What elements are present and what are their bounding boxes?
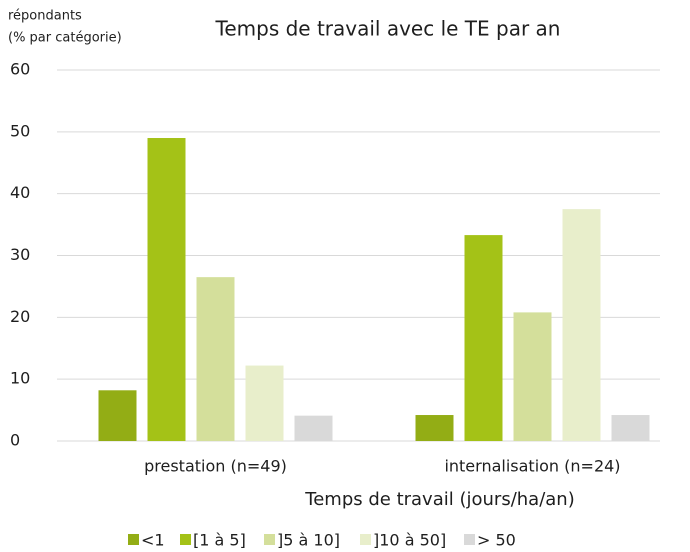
bar	[196, 277, 235, 441]
bar	[562, 209, 601, 441]
legend-swatch	[264, 534, 275, 545]
legend-swatch	[360, 534, 371, 545]
x-tick-label: internalisation (n=24)	[444, 457, 620, 476]
y-axis-label: répondants	[8, 9, 82, 24]
y-tick-label: 50	[10, 121, 30, 140]
bar	[147, 138, 186, 441]
y-tick-label: 30	[10, 245, 30, 264]
bar	[98, 390, 137, 441]
bar	[464, 235, 503, 441]
legend-swatch	[464, 534, 475, 545]
x-axis-label: Temps de travail (jours/ha/an)	[304, 489, 574, 510]
legend-label: > 50	[477, 531, 516, 550]
legend-label: ]5 à 10]	[277, 531, 340, 550]
legend-swatch	[180, 534, 191, 545]
bar	[611, 415, 650, 441]
bar	[415, 415, 454, 441]
bar	[513, 312, 552, 441]
legend-label: [1 à 5]	[193, 531, 246, 550]
legend-label: ]10 à 50]	[373, 531, 446, 550]
chart-title: Temps de travail avec le TE par an	[215, 17, 561, 41]
bar	[245, 365, 284, 441]
legend-label: <1	[141, 531, 165, 550]
y-tick-label: 20	[10, 307, 30, 326]
y-tick-label: 0	[10, 431, 20, 450]
bar	[294, 415, 333, 441]
y-tick-label: 10	[10, 369, 30, 388]
y-axis-label: (% par catégorie)	[8, 31, 122, 46]
y-tick-label: 40	[10, 183, 30, 202]
legend-swatch	[128, 534, 139, 545]
y-tick-label: 60	[10, 60, 30, 79]
x-tick-label: prestation (n=49)	[144, 457, 287, 476]
